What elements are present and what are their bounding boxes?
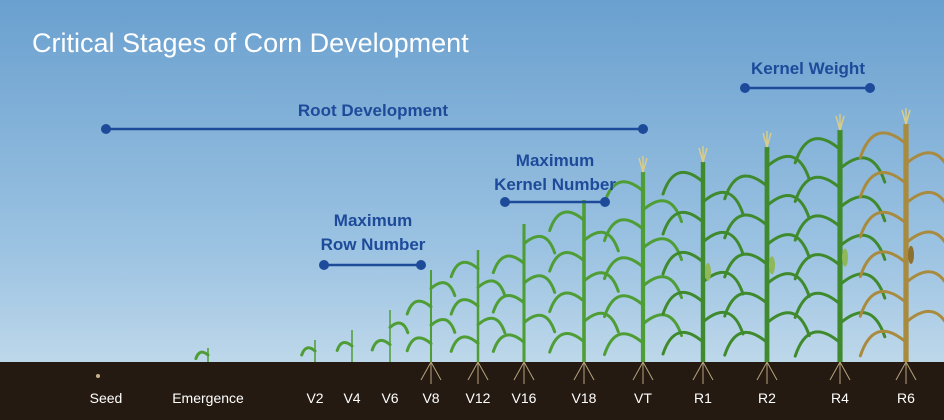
ear [842,249,848,267]
range-end [638,124,648,134]
range-label: Root Development [298,101,449,120]
ear [908,246,914,264]
range-label: Maximum [334,211,412,230]
range-end [500,197,510,207]
title: Critical Stages of Corn Development [32,28,469,58]
seed [96,374,100,378]
stage-label: R4 [831,390,849,406]
range-end [319,260,329,270]
range-label: Kernel Number [494,175,616,194]
stage-label: VT [634,390,652,406]
range-end [865,83,875,93]
ear [769,256,775,274]
range-label: Maximum [516,151,594,170]
range-label: Row Number [321,235,426,254]
range-end [740,83,750,93]
ear [705,263,711,281]
stage-label: R1 [694,390,712,406]
diagram: Critical Stages of Corn Development Seed… [0,0,944,420]
range-end [416,260,426,270]
stage-label: V12 [466,390,491,406]
stage-label: V4 [343,390,360,406]
stage-label: Emergence [172,390,244,406]
stage-label: R6 [897,390,915,406]
range-end [600,197,610,207]
range-end [101,124,111,134]
stage-label: V8 [422,390,439,406]
range-label: Kernel Weight [751,59,865,78]
stage-label: V6 [381,390,398,406]
stage-label: V16 [512,390,537,406]
stage-label: V18 [572,390,597,406]
stage-label: R2 [758,390,776,406]
stage-label: Seed [90,390,123,406]
stage-label: V2 [306,390,323,406]
